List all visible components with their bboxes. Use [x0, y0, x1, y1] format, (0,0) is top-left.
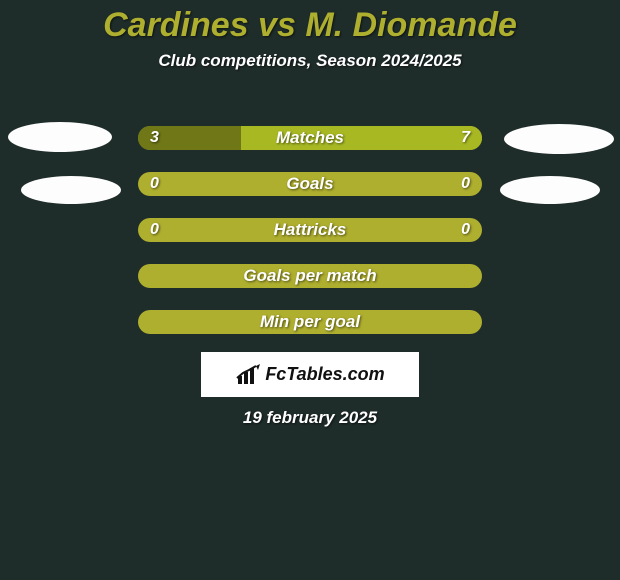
stats-container: 3 Matches 7 0 Goals 0 0 Hattricks 0 Goal…	[138, 126, 482, 356]
stat-row-min-per-goal: Min per goal	[138, 310, 482, 334]
stat-row-goals-per-match: Goals per match	[138, 264, 482, 288]
stat-label: Min per goal	[138, 312, 482, 332]
avatar-right-flag	[500, 176, 600, 204]
avatar-right-team	[504, 124, 614, 154]
stat-row-matches: 3 Matches 7	[138, 126, 482, 150]
stat-row-hattricks: 0 Hattricks 0	[138, 218, 482, 242]
bar-chart-icon	[235, 364, 261, 386]
avatar-left-team	[8, 122, 112, 152]
stat-value-right: 7	[461, 129, 470, 147]
logo-text: FcTables.com	[265, 364, 384, 385]
stat-label: Hattricks	[138, 220, 482, 240]
logo: FcTables.com	[235, 364, 384, 386]
stat-label: Matches	[138, 128, 482, 148]
stat-value-right: 0	[461, 175, 470, 193]
comparison-infographic: Cardines vs M. Diomande Club competition…	[0, 0, 620, 580]
logo-box: FcTables.com	[201, 352, 419, 397]
avatar-left-flag	[21, 176, 121, 204]
stat-row-goals: 0 Goals 0	[138, 172, 482, 196]
stat-label: Goals per match	[138, 266, 482, 286]
stat-value-right: 0	[461, 221, 470, 239]
page-title: Cardines vs M. Diomande	[0, 0, 620, 45]
stat-label: Goals	[138, 174, 482, 194]
page-subtitle: Club competitions, Season 2024/2025	[0, 51, 620, 71]
date-label: 19 february 2025	[0, 408, 620, 428]
